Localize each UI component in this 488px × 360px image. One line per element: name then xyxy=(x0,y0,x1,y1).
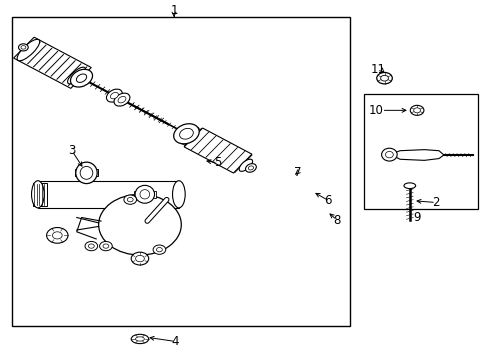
Ellipse shape xyxy=(245,164,256,172)
Bar xyxy=(33,183,46,206)
Bar xyxy=(38,181,179,208)
Ellipse shape xyxy=(156,248,162,252)
Text: 6: 6 xyxy=(324,194,331,207)
Ellipse shape xyxy=(403,183,415,189)
Ellipse shape xyxy=(248,166,253,170)
Text: 8: 8 xyxy=(332,213,340,226)
Ellipse shape xyxy=(70,69,92,87)
Ellipse shape xyxy=(99,194,181,255)
Text: 1: 1 xyxy=(170,4,177,17)
Ellipse shape xyxy=(239,159,252,171)
Ellipse shape xyxy=(179,129,193,139)
Text: 3: 3 xyxy=(68,144,76,157)
Ellipse shape xyxy=(46,228,68,243)
Ellipse shape xyxy=(76,162,97,184)
Ellipse shape xyxy=(127,198,133,202)
Ellipse shape xyxy=(85,242,98,251)
Text: 9: 9 xyxy=(412,211,420,224)
Ellipse shape xyxy=(385,152,392,158)
Ellipse shape xyxy=(76,74,86,82)
Ellipse shape xyxy=(181,127,199,144)
Ellipse shape xyxy=(31,181,44,208)
Text: 10: 10 xyxy=(368,104,383,117)
Ellipse shape xyxy=(67,67,85,84)
Ellipse shape xyxy=(153,245,165,254)
Ellipse shape xyxy=(131,334,148,343)
Ellipse shape xyxy=(413,108,420,113)
Ellipse shape xyxy=(52,232,62,239)
Ellipse shape xyxy=(131,252,148,265)
Text: 7: 7 xyxy=(294,166,301,179)
Ellipse shape xyxy=(135,185,154,203)
Ellipse shape xyxy=(110,93,118,99)
Text: 2: 2 xyxy=(431,196,439,209)
Ellipse shape xyxy=(106,89,122,102)
Ellipse shape xyxy=(380,75,387,81)
Ellipse shape xyxy=(118,96,126,103)
Ellipse shape xyxy=(19,44,28,51)
Bar xyxy=(12,18,349,327)
Ellipse shape xyxy=(140,190,149,199)
Ellipse shape xyxy=(114,93,130,106)
Ellipse shape xyxy=(17,39,40,61)
Text: 11: 11 xyxy=(370,63,385,76)
Ellipse shape xyxy=(135,337,144,341)
Bar xyxy=(134,191,155,198)
Ellipse shape xyxy=(88,244,94,248)
Text: 4: 4 xyxy=(171,335,179,348)
Polygon shape xyxy=(389,150,443,160)
Ellipse shape xyxy=(100,242,112,251)
Text: 5: 5 xyxy=(214,156,221,169)
Ellipse shape xyxy=(135,255,144,262)
Ellipse shape xyxy=(21,46,26,49)
Ellipse shape xyxy=(80,166,93,179)
Bar xyxy=(75,169,98,176)
Ellipse shape xyxy=(123,195,136,204)
Ellipse shape xyxy=(409,105,423,115)
Ellipse shape xyxy=(172,181,185,208)
Polygon shape xyxy=(184,128,251,173)
Ellipse shape xyxy=(103,244,109,248)
Bar xyxy=(363,94,477,208)
Ellipse shape xyxy=(173,124,199,144)
Polygon shape xyxy=(14,37,91,88)
Ellipse shape xyxy=(376,72,391,84)
Ellipse shape xyxy=(381,148,396,161)
